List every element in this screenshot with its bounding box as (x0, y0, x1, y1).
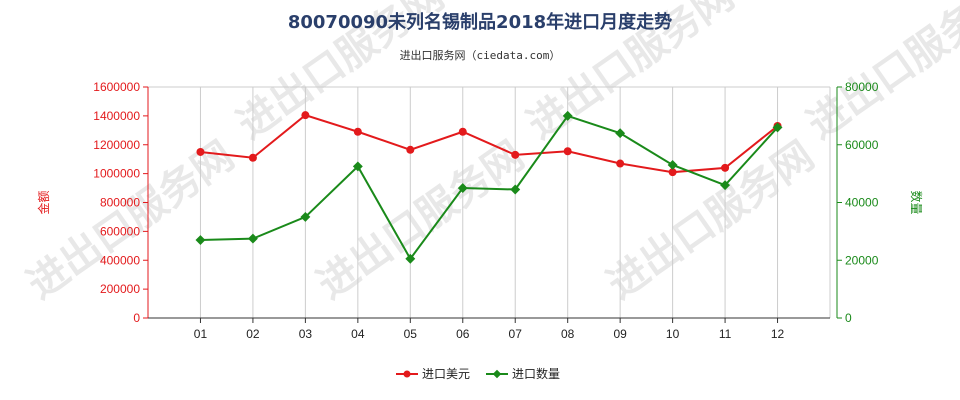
quantity-point (195, 235, 206, 245)
x-tick-label: 12 (771, 327, 785, 341)
x-tick-label: 02 (246, 327, 260, 341)
watermark-text: 进出口服务网 (599, 133, 822, 308)
quantity-point (615, 128, 626, 139)
left-tick-label: 600000 (100, 224, 140, 238)
amount-point (668, 168, 677, 177)
x-tick-label: 09 (613, 327, 627, 341)
y-axis-right-title: 数量 (909, 190, 924, 214)
series-line-quantity (200, 114, 779, 261)
legend-marker-amount (403, 370, 411, 378)
right-tick-label: 80000 (845, 80, 879, 94)
left-tick-label: 400000 (100, 253, 140, 267)
quantity-point (300, 211, 311, 222)
watermark-text: 进出口服务网 (309, 133, 532, 308)
left-tick-label: 1200000 (93, 138, 140, 152)
amount-point (511, 150, 520, 159)
legend-marker-quantity (492, 369, 502, 379)
right-tick-label: 0 (845, 311, 852, 325)
legend-label-amount: 进口美元 (422, 367, 470, 381)
left-tick-label: 800000 (100, 196, 140, 210)
x-tick-label: 07 (509, 327, 523, 341)
x-tick-label: 10 (666, 327, 680, 341)
chart-title: 80070090未列名锡制品2018年进口月度走势 (287, 12, 673, 33)
x-tick-label: 04 (351, 327, 365, 341)
grid-lines (148, 86, 831, 318)
left-tick-label: 200000 (100, 282, 140, 296)
quantity-point (562, 110, 573, 121)
amount-point (458, 127, 467, 136)
left-tick-label: 1000000 (93, 167, 140, 181)
x-tick-label: 03 (299, 327, 313, 341)
left-tick-label: 0 (133, 311, 140, 325)
quantity-point (772, 122, 783, 133)
x-tick-label: 08 (561, 327, 575, 341)
legend-label-quantity: 进口数量 (512, 366, 560, 381)
right-tick-label: 60000 (845, 138, 879, 152)
amount-point (301, 111, 310, 120)
chart-subtitle: 进出口服务网（ciedata.com） (399, 49, 561, 62)
legend: 进口美元 进口数量 (396, 366, 560, 381)
quantity-point (352, 161, 363, 172)
right-tick-label: 20000 (845, 253, 879, 267)
left-tick-label: 1600000 (93, 80, 140, 94)
right-tick-label: 40000 (845, 196, 879, 210)
amount-point (196, 147, 205, 156)
x-tick-label: 05 (404, 327, 418, 341)
quantity-point (247, 233, 258, 244)
y-axis-left-title: 金额 (36, 190, 51, 214)
amount-point (563, 147, 572, 156)
amount-point (406, 145, 415, 154)
quantity-point (667, 160, 678, 170)
amount-point (353, 127, 362, 136)
series-line-amount (200, 114, 779, 174)
amount-point (248, 153, 257, 162)
axes: 0200000400000600000800000100000012000001… (36, 80, 924, 341)
amount-point (616, 159, 625, 168)
x-tick-label: 06 (456, 327, 470, 341)
quantity-point (720, 180, 731, 191)
amount-point (721, 163, 730, 172)
left-tick-label: 1400000 (93, 109, 140, 123)
x-tick-label: 11 (719, 327, 732, 341)
series-layer (195, 110, 783, 264)
x-tick-label: 01 (194, 327, 208, 341)
quantity-point (457, 183, 468, 194)
quantity-point (510, 184, 521, 195)
